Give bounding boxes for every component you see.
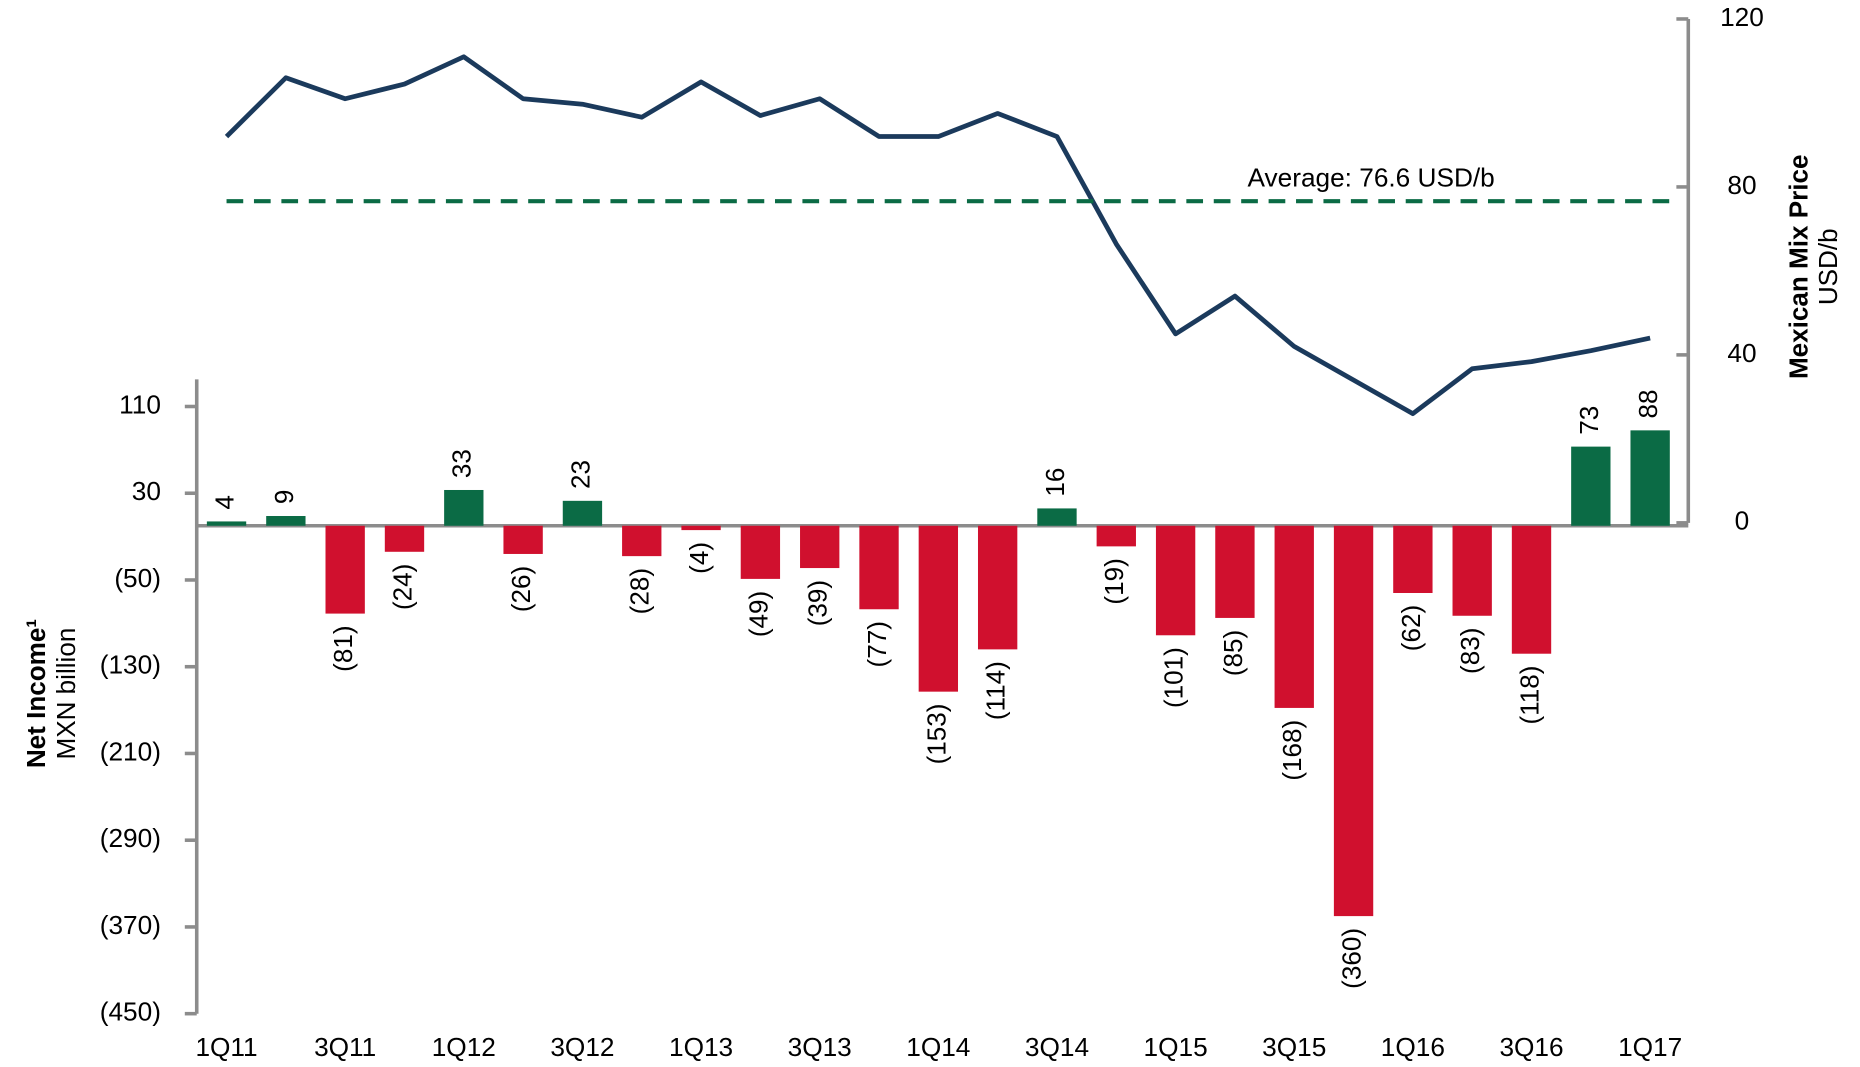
x-tick-label: 3Q14 <box>1025 1032 1089 1062</box>
x-tick-label: 3Q13 <box>788 1032 852 1062</box>
value-label: 73 <box>1574 406 1604 435</box>
value-label: (83) <box>1455 628 1485 674</box>
bar <box>1333 525 1374 917</box>
value-label: (85) <box>1218 630 1248 676</box>
y-tick-label: (50) <box>114 563 161 593</box>
value-label: 88 <box>1633 390 1663 419</box>
bar <box>918 525 959 692</box>
value-label: (168) <box>1277 720 1307 781</box>
y-title: Net Income¹ <box>21 619 51 768</box>
average-label: Average: 76.6 USD/b <box>1248 163 1495 193</box>
bar <box>1393 525 1433 593</box>
y-subtitle: MXN billion <box>51 628 81 760</box>
bar <box>681 525 721 531</box>
plot: Net Income¹ MXN billion Mexican Mix Pric… <box>21 2 1843 1062</box>
value-label: (49) <box>743 591 773 637</box>
y2-tick-label: 80 <box>1727 170 1756 200</box>
bar <box>1274 525 1314 708</box>
x-tick-label: 1Q12 <box>432 1032 496 1062</box>
bar <box>1452 525 1492 616</box>
y-tick-label: (290) <box>100 823 161 853</box>
value-label: (24) <box>387 564 417 610</box>
y2-subtitle: USD/b <box>1813 228 1843 305</box>
x-tick-label: 3Q12 <box>550 1032 614 1062</box>
bar <box>206 521 247 526</box>
bar <box>1630 430 1670 526</box>
x-tick-label: 1Q15 <box>1144 1032 1208 1062</box>
value-label: (153) <box>921 704 951 765</box>
y-tick-label: (210) <box>100 736 161 766</box>
value-label: (118) <box>1514 666 1544 725</box>
y-tick-label: (130) <box>100 650 161 680</box>
value-label: (114) <box>981 661 1011 720</box>
x-tick-label: 1Q14 <box>906 1032 970 1062</box>
bar <box>562 500 603 526</box>
bar <box>977 525 1018 650</box>
bar <box>1155 525 1196 636</box>
price-line <box>224 54 1651 417</box>
bar <box>444 489 484 526</box>
y-tick-label: (370) <box>100 910 161 940</box>
bar <box>503 525 543 554</box>
value-label: 23 <box>565 460 595 489</box>
y-tick-label: (450) <box>100 997 161 1027</box>
value-label: (26) <box>506 566 536 612</box>
value-label: 16 <box>1040 468 1070 497</box>
value-label: (62) <box>1396 605 1426 651</box>
value-label: (101) <box>1158 647 1188 708</box>
y-tick-label: 30 <box>132 476 161 506</box>
y-tick-label: 110 <box>119 389 161 419</box>
bar <box>1037 508 1077 526</box>
bar <box>1096 525 1136 547</box>
value-label: (19) <box>1099 558 1129 604</box>
value-label: (39) <box>803 580 833 626</box>
x-tick-label: 3Q16 <box>1499 1032 1563 1062</box>
x-tick-label: 1Q11 <box>195 1032 257 1062</box>
y2-title: Mexican Mix Price <box>1783 154 1813 379</box>
x-tick-label: 1Q16 <box>1381 1032 1445 1062</box>
value-label: 9 <box>269 490 299 505</box>
bar <box>859 525 899 610</box>
bar <box>1571 446 1611 526</box>
value-label: (77) <box>862 621 892 667</box>
y2-tick-label: 40 <box>1727 338 1756 368</box>
bar <box>622 525 662 557</box>
x-tick-label: 3Q11 <box>314 1032 376 1062</box>
bar <box>325 525 365 614</box>
value-label: (360) <box>1336 928 1366 989</box>
value-label: 33 <box>447 449 477 478</box>
value-label: 4 <box>209 495 239 510</box>
y2-tick-label: 0 <box>1735 506 1750 536</box>
value-label: (81) <box>328 625 358 671</box>
x-tick-label: 3Q15 <box>1262 1032 1326 1062</box>
value-label: (4) <box>684 542 714 574</box>
x-tick-label: 1Q17 <box>1618 1032 1682 1062</box>
bar <box>800 525 840 569</box>
x-tick-label: 1Q13 <box>669 1032 733 1062</box>
bar <box>1215 525 1255 618</box>
bar <box>384 525 425 552</box>
bar <box>740 525 781 579</box>
value-label: (28) <box>625 568 655 614</box>
bar <box>1511 525 1552 654</box>
y2-tick-label: 120 <box>1720 2 1764 32</box>
bar <box>266 516 306 526</box>
